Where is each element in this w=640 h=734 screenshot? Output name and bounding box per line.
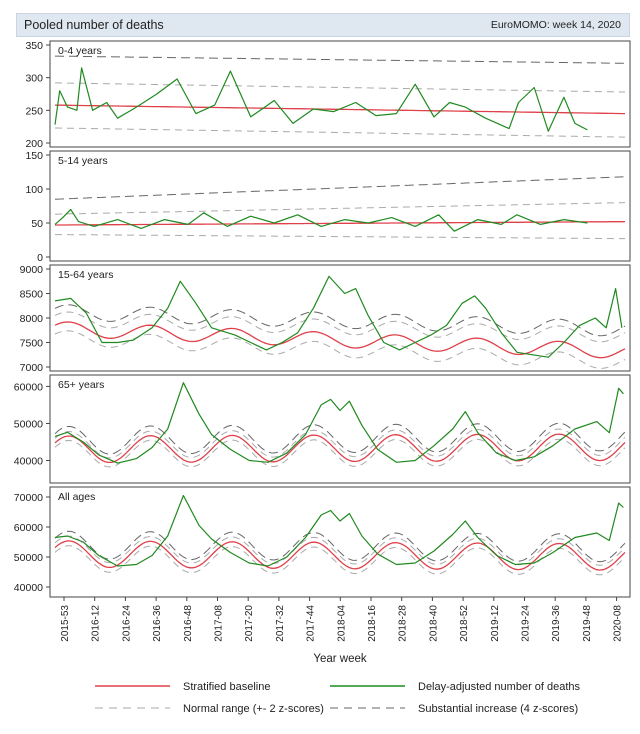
x-tick-label: 2019-12 — [490, 605, 501, 642]
stratified-baseline-line — [54, 433, 626, 464]
panel-label: 15-64 years — [58, 269, 113, 281]
y-tick-label: 150 — [25, 150, 43, 162]
x-axis-label: Year week — [313, 653, 367, 665]
x-tick-label: 2017-44 — [306, 605, 317, 642]
y-tick-label: 250 — [25, 105, 43, 117]
x-tick-label: 2016-24 — [121, 605, 132, 642]
y-tick-label: 50 — [31, 218, 43, 230]
y-tick-label: 0 — [37, 252, 43, 264]
x-tick-label: 2017-32 — [275, 605, 286, 642]
delay-adjusted-line — [54, 494, 624, 567]
y-tick-label: 40000 — [14, 582, 43, 594]
x-tick-label: 2018-04 — [336, 605, 347, 642]
substantial-increase-line — [54, 176, 626, 200]
substantial-increase-line — [55, 55, 625, 64]
legend-label: Normal range (+- 2 z-scores) — [183, 703, 324, 715]
substantial-increase-line — [54, 422, 626, 455]
panel-frame — [49, 486, 631, 598]
y-tick-label: 350 — [25, 40, 43, 52]
x-tick-label: 2019-48 — [582, 605, 593, 642]
panel-frame — [49, 374, 631, 484]
delay-adjusted-line — [54, 275, 623, 358]
panel-label: 5-14 years — [58, 155, 108, 167]
y-tick-label: 50000 — [14, 552, 43, 564]
x-tick-label: 2016-36 — [152, 605, 163, 642]
x-tick-label: 2017-20 — [244, 605, 255, 642]
x-tick-label: 2018-16 — [367, 605, 378, 642]
x-tick-label: 2018-28 — [398, 605, 409, 642]
delay-adjusted-line — [54, 67, 588, 132]
normal-range-lower-line — [54, 545, 626, 576]
normal-range-lower-line — [54, 330, 626, 369]
x-tick-label: 2015-53 — [60, 605, 71, 642]
panel-frame — [49, 264, 631, 372]
x-tick-label: 2019-24 — [521, 605, 532, 642]
y-tick-label: 60000 — [14, 381, 43, 393]
y-tick-label: 7000 — [20, 362, 44, 374]
chart-title: Pooled number of deaths — [24, 18, 164, 32]
normal-range-upper-line — [54, 428, 626, 459]
x-tick-label: 2017-08 — [214, 605, 225, 642]
delay-adjusted-line — [54, 208, 588, 232]
panel-label: All ages — [58, 491, 95, 503]
x-tick-label: 2018-40 — [428, 605, 439, 642]
y-tick-label: 8000 — [20, 313, 44, 325]
panel-frame — [49, 150, 631, 262]
y-tick-label: 200 — [25, 138, 43, 150]
y-tick-label: 100 — [25, 184, 43, 196]
normal-range-upper-line — [54, 311, 626, 343]
x-tick-label: 2019-36 — [551, 605, 562, 642]
panel-frame — [49, 40, 631, 148]
chart-subtitle: EuroMOMO: week 14, 2020 — [490, 19, 621, 31]
substantial-increase-line — [54, 530, 626, 563]
legend-label: Substantial increase (4 z-scores) — [418, 703, 578, 715]
panel-label: 0-4 years — [58, 45, 102, 57]
y-tick-label: 50000 — [14, 418, 43, 430]
x-tick-label: 2016-12 — [91, 605, 102, 642]
chart-header: Pooled number of deaths EuroMOMO: week 1… — [16, 13, 630, 37]
delay-adjusted-line — [54, 382, 624, 464]
y-tick-label: 40000 — [14, 455, 43, 467]
y-tick-label: 300 — [25, 73, 43, 85]
y-tick-label: 70000 — [14, 492, 43, 504]
y-tick-label: 60000 — [14, 522, 43, 534]
x-tick-label: 2018-52 — [459, 605, 470, 642]
substantial-increase-line — [54, 304, 626, 337]
legend-label: Stratified baseline — [183, 681, 270, 693]
x-tick-label: 2020-08 — [613, 605, 624, 642]
panel-label: 65+ years — [58, 379, 104, 391]
y-tick-label: 7500 — [20, 338, 44, 350]
normal-range-lower-line — [54, 438, 626, 468]
stratified-baseline-line — [54, 540, 626, 571]
normal-range-upper-line — [54, 535, 626, 566]
y-tick-label: 8500 — [20, 289, 44, 301]
stratified-baseline-line — [54, 321, 626, 359]
legend-label: Delay-adjusted number of deaths — [418, 681, 581, 693]
x-tick-label: 2016-48 — [183, 605, 194, 642]
y-tick-label: 9000 — [20, 264, 44, 276]
